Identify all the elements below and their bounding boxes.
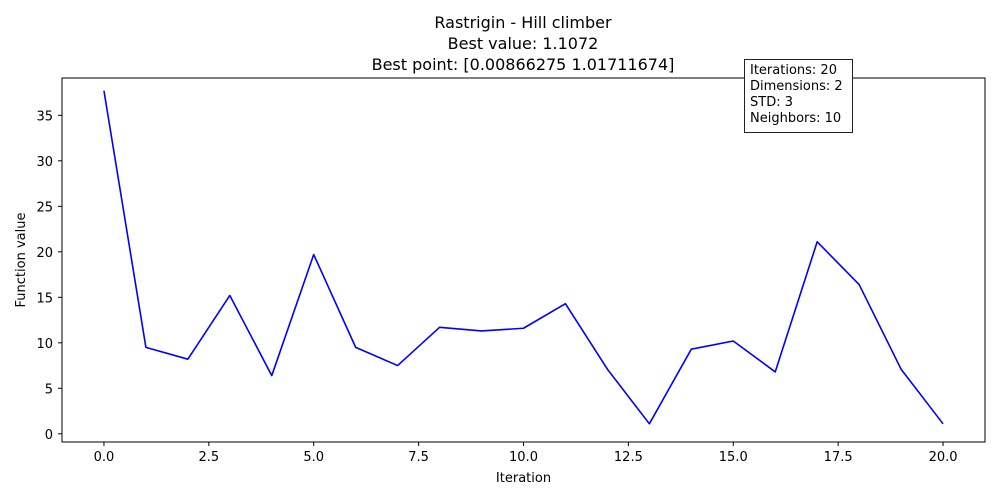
parameters-info-box: Iterations: 20 Dimensions: 2 STD: 3 Neig…: [744, 59, 853, 133]
neighbors-info: Neighbors: 10: [750, 111, 842, 126]
x-tick-label: 7.5: [408, 450, 429, 465]
x-tick-label: 20.0: [929, 450, 958, 465]
x-tick-label: 15.0: [719, 450, 748, 465]
x-tick-label: 2.5: [198, 450, 219, 465]
chart-subtitle-best-value: Best value: 1.1072: [447, 34, 599, 53]
y-tick-label: 10: [36, 337, 53, 352]
chart-subtitle-best-point: Best point: [0.00866275 1.01711674]: [371, 55, 675, 74]
std-info: STD: 3: [750, 95, 793, 110]
iterations-info: Iterations: 20: [750, 63, 837, 78]
y-tick-label: 30: [36, 155, 53, 170]
x-tick-label: 17.5: [824, 450, 853, 465]
chart-title: Rastrigin - Hill climber: [434, 13, 612, 32]
y-axis-ticks: 0 5 10 15 20 25 30 35: [36, 109, 62, 443]
y-tick-label: 15: [36, 291, 53, 306]
y-tick-label: 35: [36, 109, 53, 124]
y-tick-label: 0: [45, 428, 53, 443]
series-layer: [103, 90, 944, 425]
dimensions-info: Dimensions: 2: [750, 79, 843, 94]
y-tick-label: 20: [36, 246, 53, 261]
series-line: [103, 90, 944, 425]
x-tick-label: 12.5: [614, 450, 643, 465]
x-axis-label: Iteration: [496, 471, 551, 486]
y-tick-label: 25: [36, 200, 53, 215]
x-tick-label: 10.0: [509, 450, 538, 465]
x-tick-label: 0.0: [94, 450, 115, 465]
y-tick-label: 5: [45, 382, 53, 397]
x-tick-label: 5.0: [303, 450, 324, 465]
x-axis-ticks: 0.0 2.5 5.0 7.5 10.0 12.5 15.0 17.5 20.0: [94, 442, 958, 465]
y-axis-label: Function value: [14, 213, 29, 308]
